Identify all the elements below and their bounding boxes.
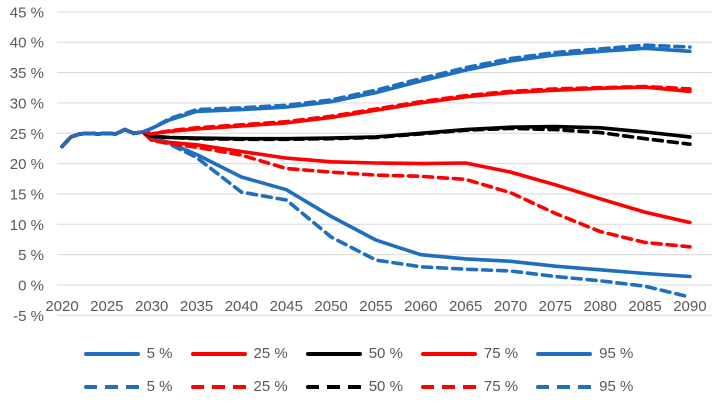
y-axis-tick-label: 45 % bbox=[10, 4, 44, 21]
legend-line-swatch-dashed bbox=[305, 385, 362, 389]
legend-label: 95 % bbox=[599, 345, 634, 362]
legend-entry: 5 % bbox=[83, 377, 173, 397]
chart-line-25%-solid bbox=[60, 127, 692, 225]
legend-row-dashed: 5 % 25 % 50 % 75 % 95 % bbox=[83, 377, 633, 397]
legend-label: 5 % bbox=[146, 378, 173, 395]
x-axis-tick-label: 2055 bbox=[359, 298, 392, 315]
x-axis-tick-label: 2080 bbox=[584, 298, 617, 315]
legend-entry: 95 % bbox=[536, 377, 633, 397]
x-axis-tick-label: 2030 bbox=[135, 298, 168, 315]
y-axis-tick-label: -5 % bbox=[13, 308, 44, 325]
legend-line-swatch-solid bbox=[305, 352, 362, 356]
x-axis-tick-label: 2050 bbox=[314, 298, 347, 315]
x-axis-tick-label: 2090 bbox=[673, 298, 706, 315]
legend-row-solid: 5 % 25 % 50 % 75 % 95 % bbox=[83, 344, 633, 364]
x-axis-tick-label: 2020 bbox=[45, 298, 78, 315]
x-axis-tick-label: 2040 bbox=[225, 298, 258, 315]
legend-entry: 50 % bbox=[305, 377, 403, 397]
x-axis-tick-label: 2060 bbox=[404, 298, 437, 315]
legend-entry: 25 % bbox=[190, 377, 288, 397]
legend-entry: 50 % bbox=[305, 344, 403, 364]
x-axis-tick-label: 2045 bbox=[270, 298, 303, 315]
y-axis-tick-label: 40 % bbox=[10, 35, 44, 52]
y-axis-tick-label: 30 % bbox=[10, 95, 44, 112]
legend-label: 5 % bbox=[146, 345, 173, 362]
legend-label: 50 % bbox=[368, 378, 403, 395]
legend-line-swatch-dashed bbox=[190, 385, 247, 389]
plot-area: 45 % 40 % 35 % 30 % 25 % 20 % 15 % 10 % 5 % 0 % -5… bbox=[10, 4, 712, 325]
legend-line-swatch-solid bbox=[420, 352, 477, 356]
legend-line-swatch-solid bbox=[536, 352, 593, 356]
legend-entry: 5 % bbox=[83, 344, 173, 364]
x-axis-tick-label: 2085 bbox=[628, 298, 661, 315]
legend-label: 50 % bbox=[368, 345, 403, 362]
chart-line-95%-dashed bbox=[60, 43, 692, 149]
legend-label: 95 % bbox=[599, 378, 634, 395]
y-axis-tick-label: 15 % bbox=[10, 186, 44, 203]
chart-line-25%-dashed bbox=[60, 127, 692, 249]
chart-legend: 5 % 25 % 50 % 75 % 95 % 5 % 25 % 50 % 75 % 95 % bbox=[0, 344, 717, 397]
legend-label: 75 % bbox=[483, 345, 519, 362]
x-axis-tick-label: 2070 bbox=[494, 298, 527, 315]
x-axis-tick-label: 2065 bbox=[449, 298, 482, 315]
y-axis-tick-label: 25 % bbox=[10, 126, 44, 143]
x-axis-tick-label: 2075 bbox=[539, 298, 572, 315]
legend-label: 75 % bbox=[483, 378, 519, 395]
y-axis-tick-label: 35 % bbox=[10, 65, 44, 82]
percentile-fan-chart: 45 % 40 % 35 % 30 % 25 % 20 % 15 % 10 % 5 % 0 % -5… bbox=[10, 4, 712, 325]
y-axis-tick-label: 0 % bbox=[18, 278, 44, 295]
legend-line-swatch-dashed bbox=[420, 385, 477, 389]
legend-label: 25 % bbox=[253, 378, 288, 395]
x-axis-tick-label: 2025 bbox=[90, 298, 123, 315]
legend-label: 25 % bbox=[253, 345, 288, 362]
legend-line-swatch-solid bbox=[83, 352, 140, 356]
legend-entry: 25 % bbox=[190, 344, 288, 364]
chart-line-5%-dashed bbox=[60, 127, 692, 299]
y-axis-tick-label: 5 % bbox=[18, 247, 44, 264]
legend-entry: 75 % bbox=[420, 344, 519, 364]
legend-line-swatch-dashed bbox=[83, 385, 140, 389]
y-axis-tick-label: 20 % bbox=[10, 156, 44, 173]
x-axis-tick-label: 2035 bbox=[180, 298, 213, 315]
y-axis-tick-label: 10 % bbox=[10, 217, 44, 234]
legend-entry: 95 % bbox=[536, 344, 633, 364]
legend-line-swatch-solid bbox=[190, 352, 247, 356]
legend-entry: 75 % bbox=[420, 377, 519, 397]
legend-line-swatch-dashed bbox=[536, 385, 593, 389]
